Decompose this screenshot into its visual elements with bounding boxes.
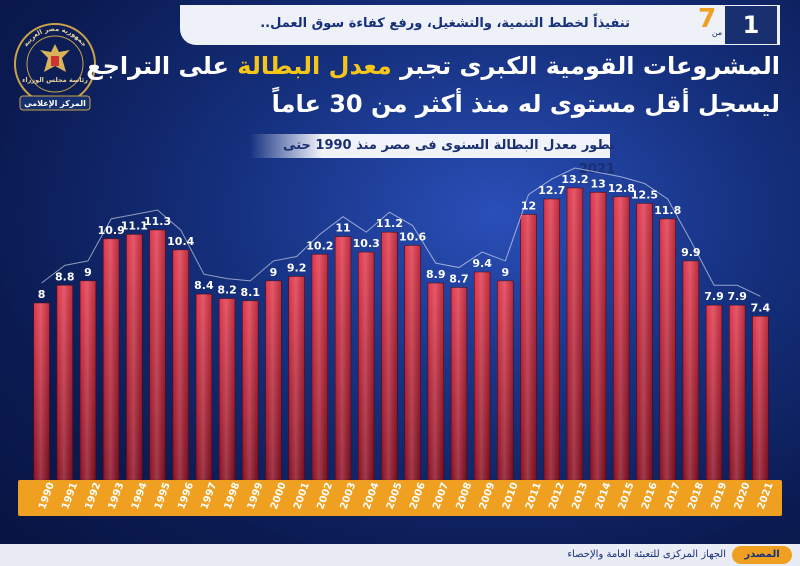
subtitle-bar [250,134,610,158]
bar-shine-2010 [497,280,514,480]
bar-shine-2001 [288,276,305,480]
headline-line-1: المشروعات القومية الكبرى تجبر معدل البطا… [86,52,780,80]
data-label-2010: 9 [502,266,510,279]
headline-highlight: معدل البطالة [237,52,392,80]
bar-shine-1990 [33,303,50,480]
data-label-2008: 8.7 [449,273,469,286]
labels-layer: 88.8 910.911.111.310.48.4 8.2 8.19 9.210.211… [38,173,771,314]
data-label-2001: 9.2 [287,261,307,274]
cabinet-logo: جمهورية مصر العربية رئاسة مجلس الوزراء ا… [14,23,96,111]
data-label-2012: 12.7 [538,184,565,197]
bar-shine-1995 [149,230,166,480]
chart-title: تطور معدل البطالة السنوى فى مصر منذ 1990… [283,138,615,177]
trend-line [41,167,761,297]
bar-shine-2009 [474,272,491,480]
bar-shine-2003 [335,236,351,480]
bar-shine-2007 [427,283,444,480]
data-label-2003: 11 [335,222,350,235]
unemployment-bar-chart: 88.8 910.911.111.310.48.4 8.2 8.19 9.210.211… [18,167,782,516]
bar-shine-2015 [613,196,630,480]
bar-shine-2020 [729,305,746,480]
data-label-2016: 12.5 [631,188,658,201]
data-label-2014: 13 [590,177,605,190]
data-label-2005: 11.2 [376,217,403,230]
bar-shine-2005 [381,232,398,480]
data-label-2013: 13.2 [561,173,588,186]
data-label-2000: 9 [270,266,278,279]
data-label-2006: 10.6 [399,231,426,244]
bar-shine-2017 [659,218,676,480]
data-label-1996: 10.4 [167,235,194,248]
data-label-2018: 9.9 [681,246,701,259]
bar-shine-2011 [520,214,537,480]
bar-shine-1997 [196,294,212,480]
data-label-1994: 11.1 [121,219,148,232]
page-of-label: من [711,28,723,37]
bar-shine-2021 [752,316,769,480]
tagline: تنفيذاً لخطط التنمية، والتشغيل، ورفع كفا… [260,16,630,31]
bar-shine-2014 [590,192,606,480]
bar-shine-1994 [126,234,143,480]
data-label-1998: 8.2 [217,284,237,297]
bar-shine-1993 [103,238,120,480]
data-label-2015: 12.8 [608,182,635,195]
bar-shine-1998 [219,298,235,480]
data-label-1991: 8.8 [55,270,75,283]
source-text: الجهاز المركزى للتعبئة العامة والإحصاء [567,549,726,560]
bar-shine-1991 [56,285,73,480]
top-banner [180,5,780,45]
data-label-2011: 12 [521,200,536,213]
data-label-2009: 9.4 [472,257,492,270]
data-label-2019: 7.9 [704,290,724,303]
data-label-1997: 8.4 [194,279,214,292]
headline-line-2: ليسجل أقل مستوى له منذ أكثر من 30 عاماً [271,90,780,118]
page-total: 7 [697,4,717,34]
bar-shine-1992 [80,280,96,480]
x-axis-band [18,480,782,516]
logo-middle-text: رئاسة مجلس الوزراء [22,76,88,84]
bars-layer [33,187,769,481]
bar-shine-2000 [265,280,282,480]
bar-shine-1999 [242,300,259,480]
bar-shine-2018 [682,261,699,480]
data-label-2017: 11.8 [654,204,681,217]
data-label-2007: 8.9 [426,268,446,281]
source-label: المصدر [732,546,792,564]
bar-shine-2008 [451,287,467,480]
data-label-1995: 11.3 [144,215,171,228]
data-label-2021: 7.4 [751,301,771,314]
bar-shine-2002 [311,254,328,480]
bar-shine-2012 [543,199,560,480]
headline-part-2: على التراجع [86,52,238,80]
data-label-1999: 8.1 [241,286,261,299]
logo-bottom-text: المركز الإعلامي [24,99,86,108]
footer-bar [0,544,800,566]
bar-shine-2013 [567,188,583,480]
data-label-1990: 8 [38,288,46,301]
headline-part-1: المشروعات القومية الكبرى تجبر [391,52,780,80]
data-label-2004: 10.3 [353,237,380,250]
data-label-1992: 9 [84,266,92,279]
bar-shine-2019 [706,305,722,480]
data-label-2002: 10.2 [306,239,333,252]
page-number: 1 [725,6,777,44]
data-label-2020: 7.9 [727,290,747,303]
bar-shine-2016 [636,203,653,480]
bar-shine-2004 [358,252,375,480]
bar-shine-2006 [404,245,421,480]
bar-shine-1996 [172,249,189,480]
data-label-1993: 10.9 [98,224,125,237]
